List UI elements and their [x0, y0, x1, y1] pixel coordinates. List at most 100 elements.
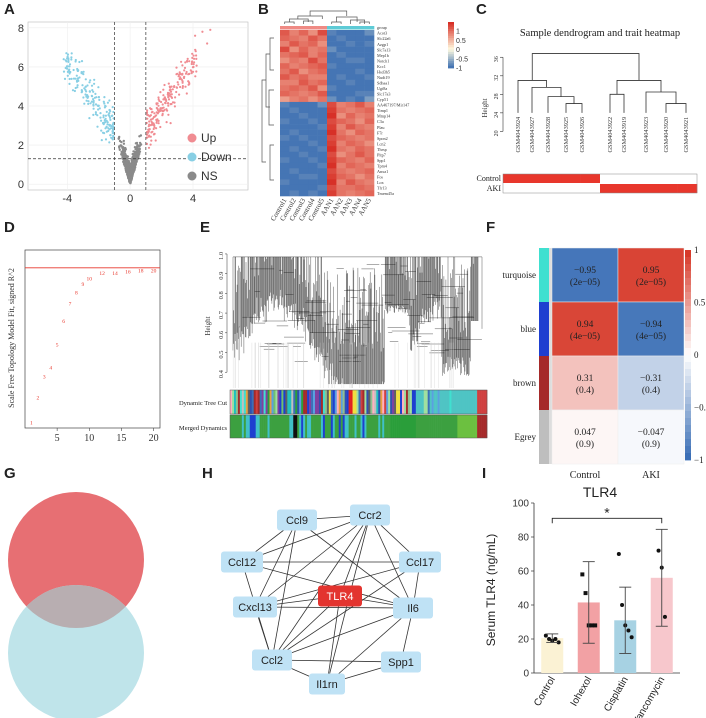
module-color-segment	[481, 415, 484, 438]
heatmap-legend-tick: 0.5	[456, 38, 466, 45]
volcano-point-down	[101, 131, 105, 134]
module-trait-legend-step	[685, 439, 691, 447]
heatmap-cell	[327, 68, 337, 75]
module-color-segment	[382, 390, 385, 414]
heatmap-group-cell	[364, 26, 375, 30]
heatmap-cell	[317, 184, 328, 191]
volcano-point-up	[145, 136, 148, 139]
volcano-point-up	[168, 85, 171, 88]
heatmap-cell	[345, 107, 356, 114]
heatmap-cell	[336, 113, 347, 119]
bar-chart-bars	[541, 577, 673, 673]
volcano-point-up	[191, 60, 194, 63]
volcano-point-up	[184, 85, 187, 88]
heatmap-cell	[289, 135, 300, 141]
heatmap-cell	[327, 35, 337, 42]
heatmap-cell	[280, 35, 290, 42]
heatmap-row-label: Nudt19	[377, 75, 390, 80]
heatmap-cell	[317, 173, 328, 180]
gene-dendrogram-path	[232, 256, 483, 385]
heatmap-cell	[298, 52, 309, 58]
volcano-point-down	[66, 70, 69, 73]
module-color-segment	[338, 415, 342, 438]
module-color-segment	[441, 390, 444, 414]
volcano-point-down	[103, 121, 106, 124]
volcano-point-up	[154, 139, 157, 142]
volcano-y-tick: 0	[18, 179, 24, 191]
heatmap-group-cell	[336, 26, 347, 30]
module-color-segment	[255, 390, 258, 414]
module-color-segment	[269, 390, 272, 414]
module-color-segment	[382, 415, 385, 438]
venn-diagram	[8, 492, 144, 718]
heatmap-cell	[298, 168, 309, 175]
module-color-segment	[269, 415, 272, 438]
module-color-segment	[483, 390, 486, 414]
volcano-point-up	[175, 86, 179, 89]
heatmap-cell	[280, 190, 290, 197]
heatmap-legend-step	[448, 38, 454, 41]
module-color-segment	[467, 415, 470, 438]
heatmap-cell	[345, 118, 356, 125]
heatmap-cell	[355, 135, 365, 141]
volcano-point-up	[173, 105, 176, 108]
module-color-segment	[471, 390, 474, 414]
volcano-point-up	[189, 69, 192, 72]
volcano-point-down	[94, 92, 97, 95]
volcano-point-ns	[133, 154, 137, 157]
module-color-segment	[390, 415, 393, 438]
volcano-point-down	[104, 138, 108, 141]
network-node-label: Il6	[407, 603, 419, 615]
heatmap-cell	[289, 162, 300, 169]
volcano-point-down	[82, 70, 85, 73]
module-color-segment	[368, 415, 371, 438]
volcano-point-ns	[127, 163, 130, 167]
heatmap-cell	[289, 90, 300, 97]
volcano-grid	[28, 22, 248, 190]
module-trait-legend-step	[685, 313, 691, 321]
sample-dendrogram-leaf-labels: GSM4043924 GSM4043927 GSM4043928 GSM4043925…	[515, 116, 690, 153]
volcano-point-down	[107, 127, 110, 130]
volcano-point-up	[156, 102, 159, 105]
module-color-segment	[291, 415, 294, 438]
heatmap-group-bar	[280, 26, 375, 30]
scale-free-point-label: 20	[151, 268, 157, 274]
volcano-point-up	[147, 146, 151, 149]
module-color-segment	[477, 390, 480, 414]
module-color-segment	[417, 390, 421, 414]
module-color-segment	[425, 390, 428, 414]
module-color-segment	[293, 415, 296, 438]
heatmap-cell	[355, 68, 365, 75]
volcano-point-up	[192, 54, 195, 57]
gene-dendrogram-branches	[232, 256, 483, 385]
volcano-point-up	[170, 85, 173, 88]
heatmap-cell	[317, 41, 328, 47]
heatmap-cell	[298, 79, 309, 86]
volcano-point-up	[149, 118, 152, 121]
heatmap-cell	[308, 85, 318, 92]
heatmap-cell	[298, 140, 309, 147]
heatmap-cell	[298, 30, 309, 36]
module-color-segment	[485, 390, 488, 414]
module-trait-legend-step	[685, 432, 691, 440]
volcano-point-up	[148, 120, 151, 123]
volcano-point-ns	[125, 159, 128, 162]
module-trait-legend-step	[685, 250, 691, 258]
volcano-point-up	[174, 96, 177, 99]
module-color-segment	[313, 390, 316, 414]
volcano-point-up	[186, 60, 189, 63]
volcano-point-down	[90, 94, 93, 97]
module-color-segment	[245, 390, 249, 414]
network-nodes: Ccl9 Ccr2 Ccl12 Ccl17 TLR4 Cxcl13 Il6 Ccl2 Spp1 I…	[221, 504, 441, 695]
heatmap-cell	[336, 41, 347, 47]
module-color-segment	[237, 390, 241, 414]
heatmap-cell	[308, 63, 318, 70]
module-color-segment	[415, 390, 419, 414]
heatmap-cell	[345, 157, 356, 164]
heatmap-cell	[327, 101, 337, 108]
heatmap-cell	[298, 157, 309, 164]
volcano-point-up	[146, 109, 149, 112]
heatmap-cell	[345, 63, 356, 70]
heatmap-cell	[308, 184, 318, 191]
volcano-point-ns	[128, 180, 131, 183]
